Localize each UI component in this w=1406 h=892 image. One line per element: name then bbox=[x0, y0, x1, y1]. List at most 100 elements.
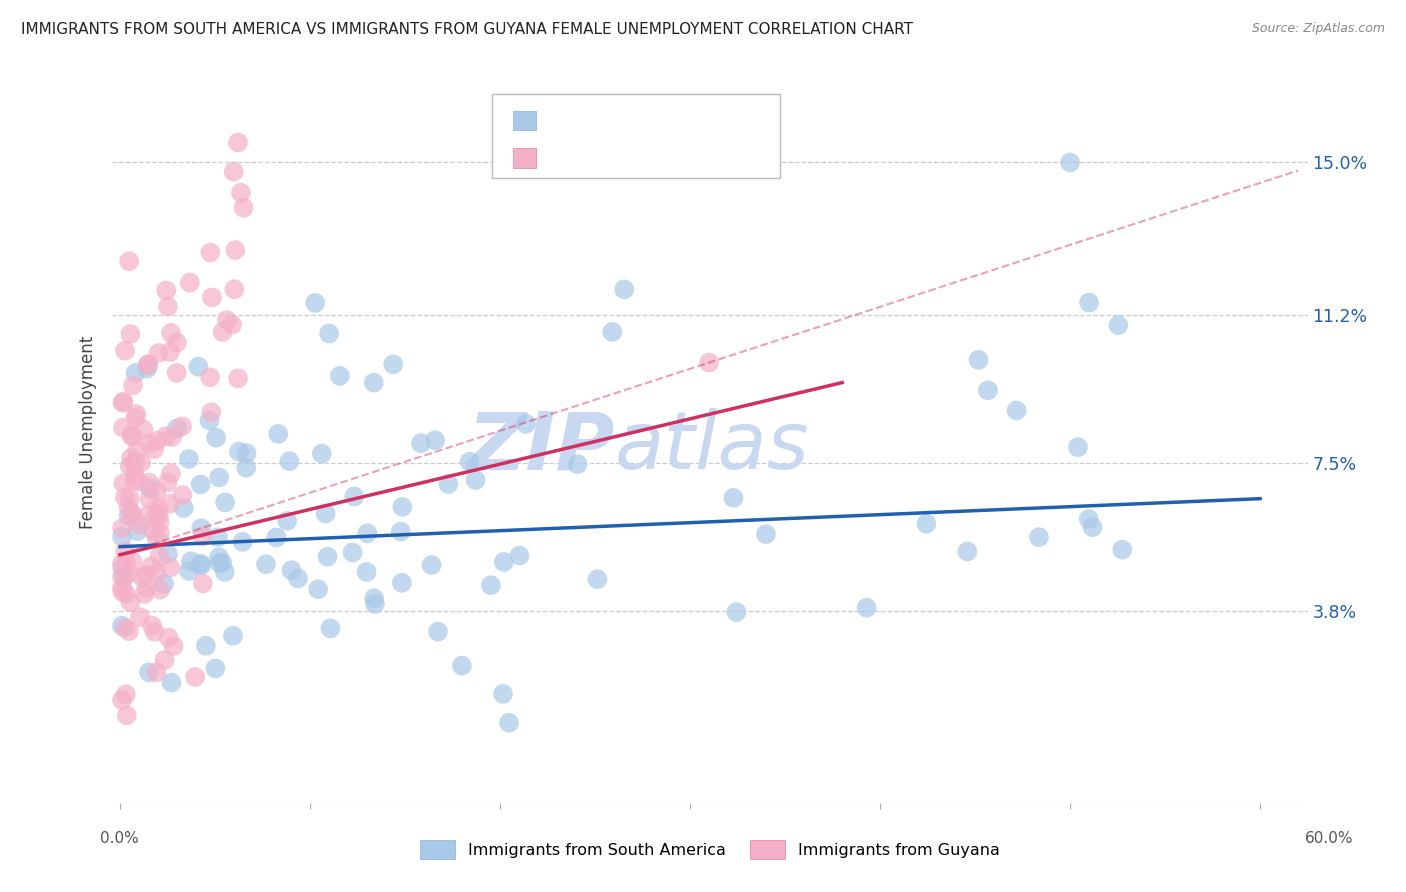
Point bbox=[149, 526, 172, 541]
Point bbox=[121, 508, 143, 523]
Point bbox=[498, 715, 520, 730]
Point bbox=[382, 357, 405, 371]
Point bbox=[111, 521, 134, 535]
Point bbox=[492, 555, 515, 569]
Point bbox=[307, 582, 329, 597]
Point bbox=[111, 585, 134, 599]
Point bbox=[149, 515, 172, 529]
Point bbox=[129, 610, 152, 624]
Point bbox=[115, 708, 138, 723]
Point bbox=[160, 430, 183, 444]
Point bbox=[111, 561, 134, 575]
Point bbox=[311, 446, 333, 460]
Point bbox=[112, 476, 135, 491]
Point bbox=[173, 500, 195, 515]
Point bbox=[1028, 530, 1050, 544]
Point bbox=[127, 443, 149, 458]
Point bbox=[155, 284, 177, 298]
Point bbox=[205, 431, 228, 445]
Point bbox=[204, 661, 226, 675]
Point bbox=[111, 618, 134, 632]
Point bbox=[121, 427, 143, 442]
Point bbox=[1111, 542, 1133, 557]
Point bbox=[464, 473, 486, 487]
Point bbox=[1005, 403, 1028, 417]
Point bbox=[602, 325, 624, 339]
Point bbox=[111, 569, 134, 583]
Point bbox=[318, 326, 340, 341]
Point bbox=[156, 475, 179, 490]
Point bbox=[111, 530, 134, 544]
Point bbox=[172, 488, 194, 502]
Point bbox=[1067, 440, 1090, 454]
Point bbox=[148, 346, 170, 360]
Point bbox=[177, 564, 200, 578]
Point bbox=[156, 547, 179, 561]
Point bbox=[479, 578, 502, 592]
Point bbox=[194, 639, 217, 653]
Point bbox=[228, 444, 250, 458]
Point bbox=[226, 136, 249, 150]
Point bbox=[120, 326, 142, 341]
Point bbox=[509, 549, 531, 563]
Point bbox=[211, 325, 233, 339]
Point bbox=[278, 454, 301, 468]
Point bbox=[425, 434, 447, 448]
Point bbox=[156, 300, 179, 314]
Point bbox=[426, 624, 449, 639]
Point bbox=[118, 459, 141, 474]
Point bbox=[207, 530, 229, 544]
Point bbox=[143, 624, 166, 639]
Point bbox=[221, 318, 243, 332]
Point bbox=[420, 558, 443, 572]
Point bbox=[120, 595, 142, 609]
Point bbox=[226, 371, 249, 385]
Point bbox=[363, 591, 385, 606]
Text: R =  0.237: R = 0.237 bbox=[544, 151, 637, 165]
Y-axis label: Female Unemployment: Female Unemployment bbox=[79, 336, 97, 529]
Text: atlas: atlas bbox=[614, 409, 810, 486]
Point bbox=[254, 557, 277, 571]
Point bbox=[855, 600, 877, 615]
Point bbox=[121, 507, 143, 521]
Point bbox=[187, 359, 209, 374]
Point bbox=[180, 554, 202, 568]
Point bbox=[138, 475, 160, 490]
Point bbox=[356, 526, 378, 541]
Point bbox=[128, 475, 150, 489]
Point bbox=[131, 570, 153, 584]
Point bbox=[280, 563, 302, 577]
Point bbox=[118, 624, 141, 639]
Point bbox=[145, 484, 167, 499]
Point bbox=[159, 497, 181, 511]
Point bbox=[967, 352, 990, 367]
Point bbox=[1081, 520, 1104, 534]
Point bbox=[111, 557, 134, 571]
Text: IMMIGRANTS FROM SOUTH AMERICA VS IMMIGRANTS FROM GUYANA FEMALE UNEMPLOYMENT CORR: IMMIGRANTS FROM SOUTH AMERICA VS IMMIGRA… bbox=[21, 22, 912, 37]
Point bbox=[166, 366, 188, 380]
Point bbox=[114, 343, 136, 358]
Point bbox=[179, 276, 201, 290]
Point bbox=[155, 429, 177, 443]
Point bbox=[111, 396, 134, 410]
Point bbox=[224, 243, 246, 257]
Point bbox=[125, 407, 148, 421]
Point bbox=[215, 313, 238, 327]
Point bbox=[120, 451, 142, 466]
Point bbox=[915, 516, 938, 531]
Point bbox=[208, 470, 231, 484]
Point bbox=[586, 572, 609, 586]
Point bbox=[124, 474, 146, 488]
Point bbox=[153, 653, 176, 667]
Point bbox=[145, 566, 167, 581]
Point bbox=[135, 582, 157, 596]
Point bbox=[139, 481, 162, 495]
Point bbox=[224, 282, 246, 296]
Point bbox=[162, 639, 184, 653]
Point bbox=[723, 491, 745, 505]
Point bbox=[567, 457, 589, 471]
Point bbox=[201, 290, 224, 304]
Point bbox=[124, 410, 146, 425]
Point bbox=[515, 417, 537, 431]
Point bbox=[114, 491, 136, 505]
